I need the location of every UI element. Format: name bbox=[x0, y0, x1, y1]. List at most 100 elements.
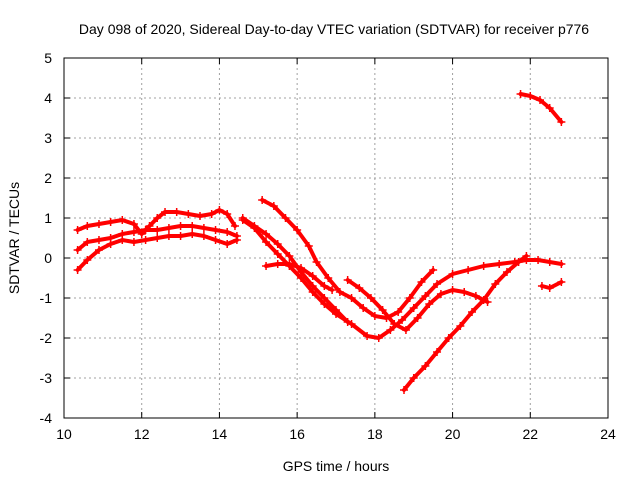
y-axis-label: SDTVAR / TECUs bbox=[6, 182, 22, 294]
data-point bbox=[557, 278, 566, 286]
data-point bbox=[223, 228, 232, 236]
data-point bbox=[230, 222, 239, 230]
data-point bbox=[308, 282, 317, 290]
data-point bbox=[223, 210, 232, 218]
data-point bbox=[129, 238, 138, 246]
series-track-e bbox=[238, 216, 566, 342]
data-point bbox=[293, 226, 302, 234]
data-point bbox=[400, 386, 408, 394]
series-track-g bbox=[262, 260, 337, 294]
data-point bbox=[106, 240, 115, 248]
series-track-b bbox=[73, 222, 241, 254]
y-tick-label: 0 bbox=[44, 250, 52, 266]
data-point bbox=[545, 258, 554, 266]
data-point bbox=[413, 314, 422, 322]
data-point bbox=[537, 282, 546, 290]
data-point bbox=[534, 256, 543, 264]
data-point bbox=[273, 250, 282, 258]
data-point bbox=[522, 252, 531, 260]
data-point bbox=[390, 320, 399, 328]
y-tick-label: -2 bbox=[40, 330, 53, 346]
data-point bbox=[425, 300, 434, 308]
data-point bbox=[211, 236, 220, 244]
x-tick-label: 22 bbox=[522, 426, 538, 442]
x-tick-label: 10 bbox=[56, 426, 72, 442]
y-tick-label: -4 bbox=[40, 410, 53, 426]
data-point bbox=[269, 202, 278, 210]
data-point bbox=[464, 266, 473, 274]
data-point bbox=[176, 222, 185, 230]
data-point bbox=[491, 280, 500, 288]
data-point bbox=[456, 322, 465, 330]
chart-title: Day 098 of 2020, Sidereal Day-to-day VTE… bbox=[79, 21, 589, 37]
x-tick-label: 12 bbox=[134, 426, 150, 442]
data-point bbox=[211, 226, 220, 234]
data-point bbox=[297, 264, 306, 272]
data-point bbox=[106, 218, 115, 226]
data-point bbox=[153, 234, 162, 242]
series-track-a bbox=[73, 206, 239, 238]
data-point bbox=[332, 306, 340, 314]
data-point bbox=[417, 278, 426, 286]
data-point bbox=[328, 286, 337, 294]
data-point bbox=[444, 334, 453, 342]
data-point bbox=[238, 214, 247, 222]
x-tick-label: 14 bbox=[212, 426, 228, 442]
data-point bbox=[545, 284, 554, 292]
data-point bbox=[433, 348, 442, 356]
x-tick-label: 16 bbox=[289, 426, 305, 442]
x-tick-label: 24 bbox=[600, 426, 616, 442]
data-point bbox=[164, 224, 173, 232]
data-point bbox=[73, 246, 82, 254]
series-track-k bbox=[516, 90, 566, 126]
data-point bbox=[526, 92, 535, 100]
data-point bbox=[516, 90, 525, 98]
data-point bbox=[320, 282, 329, 290]
data-point bbox=[557, 118, 566, 126]
series-trace bbox=[260, 198, 436, 320]
y-tick-label: 5 bbox=[44, 50, 52, 66]
data-point bbox=[479, 262, 488, 270]
data-point bbox=[536, 96, 544, 104]
plot-frame bbox=[63, 57, 609, 419]
data-point bbox=[172, 208, 181, 216]
data-point bbox=[436, 290, 445, 298]
data-point bbox=[409, 374, 418, 382]
data-point bbox=[184, 210, 193, 218]
data-point bbox=[285, 252, 294, 260]
data-point bbox=[94, 236, 103, 244]
series-track-c bbox=[73, 230, 241, 274]
y-tick-label: -1 bbox=[40, 290, 53, 306]
data-point bbox=[196, 212, 204, 220]
data-point bbox=[409, 304, 418, 312]
data-point bbox=[374, 334, 383, 342]
data-point bbox=[421, 362, 430, 370]
data-point bbox=[448, 270, 457, 278]
data-point bbox=[401, 326, 410, 334]
data-point bbox=[129, 228, 138, 236]
x-axis-label: GPS time / hours bbox=[283, 458, 390, 474]
data-point bbox=[421, 292, 430, 300]
data-point bbox=[232, 236, 241, 244]
data-point bbox=[73, 266, 82, 274]
data-point bbox=[312, 258, 321, 266]
data-point bbox=[320, 294, 329, 302]
data-point bbox=[273, 240, 282, 248]
data-point bbox=[557, 260, 566, 268]
data-point bbox=[347, 294, 356, 302]
data-point bbox=[386, 326, 395, 334]
x-tick-label: 20 bbox=[445, 426, 461, 442]
data-point bbox=[366, 294, 375, 302]
data-point bbox=[250, 222, 259, 230]
data-point bbox=[141, 226, 150, 234]
data-point bbox=[308, 272, 317, 280]
data-point bbox=[460, 288, 469, 296]
data-point bbox=[188, 230, 197, 238]
data-point bbox=[363, 332, 372, 340]
data-point bbox=[433, 280, 442, 288]
series-trace bbox=[539, 280, 564, 290]
data-point bbox=[429, 266, 438, 274]
series-track-h bbox=[343, 276, 492, 334]
data-point bbox=[514, 258, 523, 266]
